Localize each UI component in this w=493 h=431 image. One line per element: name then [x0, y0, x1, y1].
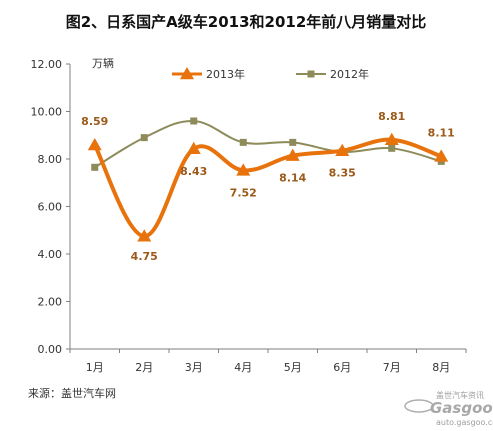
x-tick-label: 7月 — [383, 361, 401, 374]
watermark-sub: 盖世汽车资讯 — [436, 390, 484, 400]
watermark-swoosh-icon — [404, 399, 434, 413]
data-point-marker — [236, 163, 251, 176]
data-point-marker — [335, 143, 350, 156]
watermark-url: auto.gasgoo.com — [436, 418, 493, 427]
legend-swatch-marker — [307, 70, 315, 78]
data-point-marker — [285, 148, 300, 161]
y-tick-label: 12.00 — [31, 58, 63, 71]
data-label: 8.59 — [81, 115, 108, 128]
source-note: 来源：盖世汽车网 — [28, 386, 116, 400]
y-tick-label: 8.00 — [38, 153, 63, 166]
legend-swatch-marker — [180, 67, 194, 80]
series-line — [93, 119, 443, 169]
data-label: 8.43 — [180, 165, 207, 178]
y-tick-label: 6.00 — [38, 201, 63, 214]
unit-label: 万辆 — [92, 56, 114, 70]
series-line — [92, 137, 444, 239]
data-point-marker — [384, 132, 399, 146]
y-tick-label: 10.00 — [31, 106, 63, 119]
legend-item: 2012年 — [296, 67, 369, 81]
watermark: 盖世汽车资讯 Gasgoo auto.gasgoo.com — [404, 390, 493, 427]
x-tick-label: 3月 — [185, 361, 203, 374]
data-labels: 8.59 4.75 8.43 7.52 8.14 8.35 8.81 8.11 — [81, 110, 455, 263]
data-label: 4.75 — [131, 250, 158, 263]
legend-item: 2013年 — [172, 67, 245, 81]
x-tick-label: 4月 — [234, 361, 252, 374]
data-point-marker — [388, 144, 396, 152]
y-tick-label: 4.00 — [38, 248, 63, 261]
axes: 0.00 2.00 4.00 6.00 8.00 10.00 12.00 1月 2月 3月 4月 5月… — [31, 58, 467, 374]
data-point-marker — [289, 138, 297, 146]
series-2013年 — [87, 132, 449, 242]
series-layer — [87, 117, 449, 242]
legend-label: 2012年 — [330, 67, 369, 81]
x-tick-label: 1月 — [86, 361, 104, 374]
x-tick-label: 5月 — [284, 361, 302, 374]
data-label: 7.52 — [230, 186, 257, 199]
data-point-marker — [434, 149, 449, 162]
data-point-marker — [186, 141, 201, 155]
legend: 2013年 2012年 — [172, 67, 369, 81]
data-point-marker — [190, 117, 198, 125]
data-label: 8.11 — [428, 126, 455, 139]
data-point-marker — [87, 137, 102, 151]
x-tick-label: 6月 — [333, 361, 351, 374]
data-point-marker — [137, 229, 152, 242]
y-tick-label: 2.00 — [38, 296, 63, 309]
data-point-marker — [239, 138, 247, 146]
x-tick-label: 8月 — [432, 361, 450, 374]
legend-label: 2013年 — [206, 67, 245, 81]
data-label: 8.35 — [329, 167, 356, 180]
watermark-logo: Gasgoo — [430, 399, 493, 417]
data-label: 8.81 — [378, 110, 405, 123]
data-label: 8.14 — [279, 172, 306, 185]
data-point-marker — [140, 134, 148, 142]
y-tick-label: 0.00 — [38, 343, 63, 356]
chart-title: 图2、日系国产A级车2013和2012年前八月销量对比 — [66, 13, 427, 31]
x-tick-label: 2月 — [135, 361, 153, 374]
data-point-marker — [91, 163, 99, 171]
